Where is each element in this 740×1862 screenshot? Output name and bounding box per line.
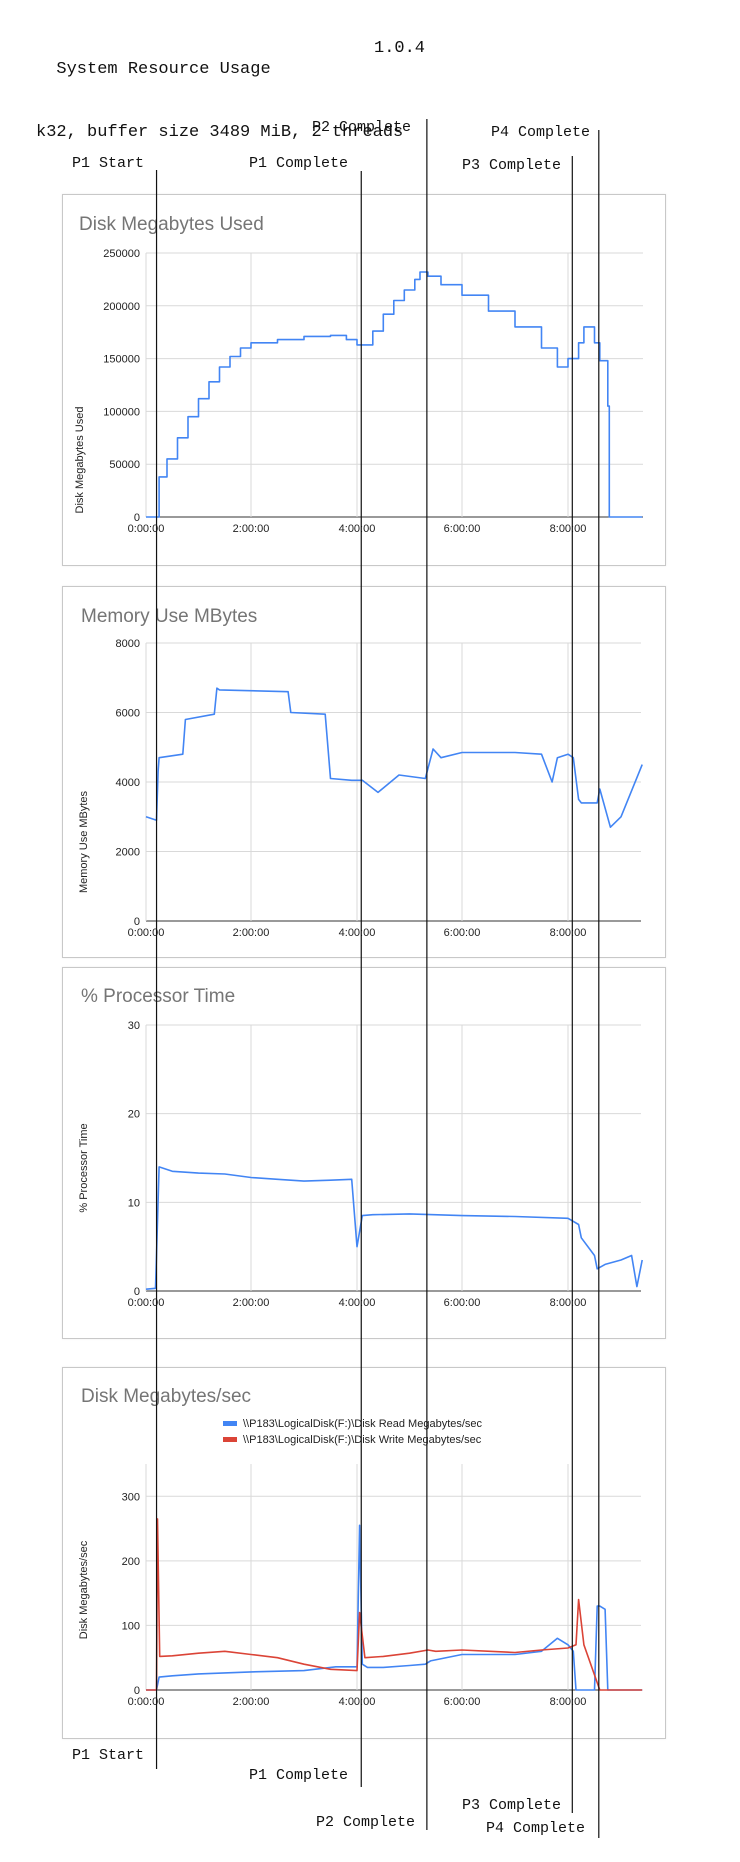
series-line-1 [145, 1166, 643, 1290]
phase-label-top-p4-complete: P4 Complete [491, 124, 591, 141]
x-tick-label: 4:00:00 [339, 523, 376, 535]
x-tick-label: 4:00:00 [339, 927, 376, 939]
chart-legend: \\P183\LogicalDisk(F:)\Disk Read Megabyt… [223, 1418, 483, 1446]
y-tick-label: 200000 [103, 301, 140, 313]
y-tick-label: 100 [122, 1620, 140, 1632]
y-tick-label: 30 [128, 1020, 140, 1032]
phase-label-bottom-p1-start: P1 Start [72, 1747, 145, 1764]
series-line-2 [146, 1518, 643, 1691]
y-tick-label: 2000 [116, 847, 140, 859]
x-tick-label: 8:00:00 [550, 1696, 587, 1708]
phase-label-top-p1-start: P1 Start [72, 155, 145, 172]
chart-panel-disk-rate: Disk Megabytes/sec Disk Megabytes/sec \\… [62, 1367, 666, 1739]
x-tick-label: 6:00:00 [444, 927, 481, 939]
y-tick-label: 150000 [103, 354, 140, 366]
legend-swatch-read [223, 1421, 237, 1426]
phase-label-top-p2-complete: P2 Complete [312, 119, 412, 136]
x-tick-label: 0:00:00 [128, 927, 165, 939]
series-line-1 [145, 687, 643, 828]
legend-entry-read: \\P183\LogicalDisk(F:)\Disk Read Megabyt… [243, 1418, 483, 1430]
x-tick-label: 2:00:00 [233, 1297, 270, 1309]
phase-label-bottom-p1-complete: P1 Complete [249, 1767, 349, 1784]
series-line-1 [146, 271, 643, 518]
x-tick-label: 0:00:00 [128, 523, 165, 535]
chart-disk-used: Disk Megabytes Used Disk Megabytes Used … [74, 214, 643, 535]
y-tick-label: 4000 [116, 777, 140, 789]
y-tick-label: 50000 [109, 459, 140, 471]
chart-title: Disk Megabytes Used [79, 214, 264, 235]
x-tick-label: 2:00:00 [233, 927, 270, 939]
phase-label-bottom-p4-complete: P4 Complete [486, 1820, 586, 1837]
phase-label-bottom-p3-complete: P3 Complete [462, 1797, 562, 1814]
y-tick-label: 6000 [116, 708, 140, 720]
y-tick-label: 250000 [103, 248, 140, 260]
chart-title: Memory Use MBytes [81, 606, 257, 627]
y-tick-label: 0 [134, 1286, 140, 1298]
y-tick-label: 0 [134, 916, 140, 928]
x-tick-label: 8:00:00 [550, 523, 587, 535]
y-axis-label: Disk Megabytes Used [74, 407, 86, 514]
phase-label-top-p3-complete: P3 Complete [462, 157, 562, 174]
report-title: System Resource Usage [56, 60, 271, 79]
x-tick-label: 8:00:00 [550, 927, 587, 939]
y-tick-label: 8000 [116, 638, 140, 650]
y-axis-label: Disk Megabytes/sec [78, 1540, 90, 1639]
chart-memory: Memory Use MBytes Memory Use MBytes 0 200… [78, 606, 643, 939]
x-tick-label: 4:00:00 [339, 1297, 376, 1309]
y-tick-label: 20 [128, 1109, 140, 1121]
y-tick-label: 0 [134, 1685, 140, 1697]
x-tick-label: 8:00:00 [550, 1297, 587, 1309]
x-tick-label: 2:00:00 [233, 523, 270, 535]
y-tick-label: 300 [122, 1491, 140, 1503]
x-tick-label: 6:00:00 [444, 1297, 481, 1309]
y-tick-label: 100000 [103, 406, 140, 418]
chart-panel-processor: % Processor Time % Processor Time 0 10 20 3… [62, 967, 666, 1339]
y-axis-label: Memory Use MBytes [78, 790, 90, 893]
report-subtitle: k32, buffer size 3489 MiB, 2 threads [36, 123, 404, 142]
y-axis-label: % Processor Time [78, 1123, 90, 1212]
x-tick-label: 2:00:00 [233, 1696, 270, 1708]
phase-label-bottom-p2-complete: P2 Complete [316, 1814, 416, 1831]
y-tick-label: 200 [122, 1556, 140, 1568]
report-version: 1.0.4 [374, 39, 426, 58]
phase-label-top-p1-complete: P1 Complete [249, 155, 349, 172]
x-tick-label: 0:00:00 [128, 1297, 165, 1309]
x-tick-label: 4:00:00 [339, 1696, 376, 1708]
x-tick-label: 6:00:00 [444, 1696, 481, 1708]
chart-title: Disk Megabytes/sec [81, 1386, 251, 1407]
chart-disk-rate: Disk Megabytes/sec Disk Megabytes/sec \\… [78, 1386, 643, 1708]
x-tick-label: 6:00:00 [444, 523, 481, 535]
legend-swatch-write [223, 1437, 237, 1442]
legend-entry-write: \\P183\LogicalDisk(F:)\Disk Write Megaby… [243, 1434, 482, 1446]
chart-panel-disk-used: Disk Megabytes Used Disk Megabytes Used … [62, 194, 666, 566]
chart-title: % Processor Time [81, 986, 235, 1007]
chart-panel-memory: Memory Use MBytes Memory Use MBytes 0 200… [62, 586, 666, 958]
report-header: System Resource Usage 1.0.4 k32, buffer … [36, 38, 425, 164]
y-tick-label: 10 [128, 1197, 140, 1209]
y-tick-label: 0 [134, 512, 140, 524]
chart-processor: % Processor Time % Processor Time 0 10 20 3… [78, 986, 643, 1309]
x-tick-label: 0:00:00 [128, 1696, 165, 1708]
